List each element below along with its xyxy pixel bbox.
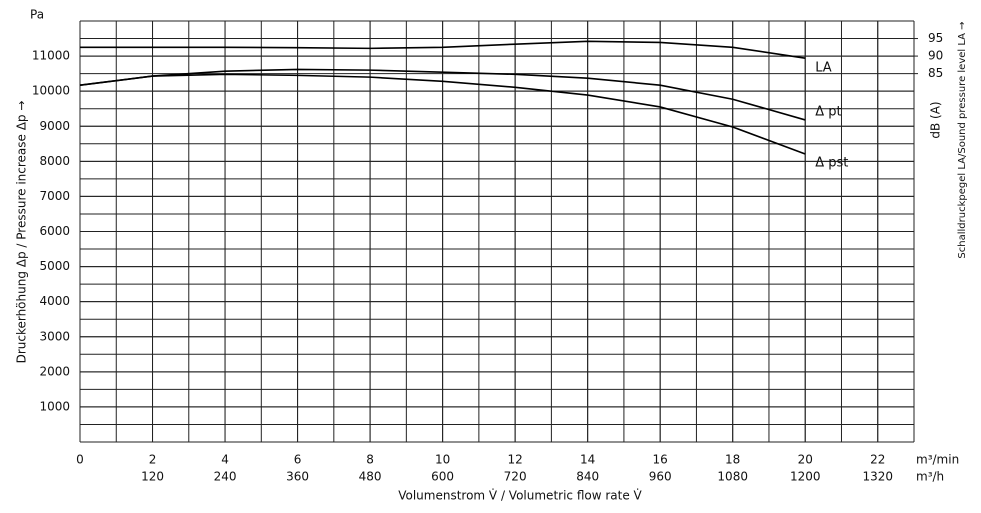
y-tick-label: 9000 [39, 119, 70, 133]
x-tick-label: 14 [580, 453, 595, 467]
x-unit: m³/min [916, 453, 959, 467]
y2-axis-title: Schalldruckpegel LA/Sound pressure level… [957, 21, 968, 258]
y2-tick-label: 95 [928, 31, 943, 45]
y-tick-label: 11000 [32, 49, 70, 63]
x-tick-label: 6 [294, 453, 302, 467]
x-tick-label: 2 [149, 453, 157, 467]
x2-tick-label: 240 [214, 470, 237, 484]
y-tick-label: 6000 [39, 224, 70, 238]
x2-tick-label: 480 [359, 470, 382, 484]
x-tick-label: 22 [870, 453, 885, 467]
x2-tick-label: 120 [141, 470, 164, 484]
x-tick-label: 20 [798, 453, 813, 467]
y-tick-label: 5000 [39, 259, 70, 273]
y2-unit: dB (A) [929, 101, 943, 138]
x2-tick-label: 840 [576, 470, 599, 484]
x2-tick-label: 720 [504, 470, 527, 484]
x-tick-label: 12 [507, 453, 522, 467]
y-tick-label: 1000 [39, 399, 70, 413]
x-tick-label: 4 [221, 453, 229, 467]
x2-tick-label: 1080 [717, 470, 748, 484]
y-tick-label: 2000 [39, 364, 70, 378]
x2-tick-label: 600 [431, 470, 454, 484]
y-axis-title: Druckerhöhung Δp / Pressure increase Δp … [15, 101, 29, 364]
curve-label: Δ pt [815, 104, 841, 119]
curve-label: LA [815, 61, 832, 76]
y-tick-label: 8000 [39, 154, 70, 168]
x-tick-label: 10 [435, 453, 450, 467]
curve [80, 40, 806, 59]
y-tick-label: 4000 [39, 294, 70, 308]
x-tick-label: 0 [76, 453, 84, 467]
x-tick-label: 16 [653, 453, 668, 467]
x2-tick-label: 1200 [790, 470, 821, 484]
curve [79, 68, 806, 121]
x2-tick-label: 360 [286, 470, 309, 484]
y2-tick-label: 90 [928, 49, 943, 63]
x-tick-label: 18 [725, 453, 740, 467]
y-tick-label: 7000 [39, 189, 70, 203]
x2-unit: m³/h [916, 470, 944, 484]
curve-label: Δ pst [815, 155, 848, 170]
x-tick-label: 8 [366, 453, 374, 467]
x-axis-title: Volumenstrom V̇ / Volumetric flow rate V… [398, 488, 642, 502]
x2-tick-label: 1320 [862, 470, 893, 484]
y-tick-label: 3000 [39, 329, 70, 343]
curve [79, 73, 806, 155]
x2-tick-label: 960 [649, 470, 672, 484]
y-unit: Pa [30, 8, 44, 22]
y-tick-label: 10000 [32, 84, 70, 98]
y2-tick-label: 85 [928, 66, 943, 80]
